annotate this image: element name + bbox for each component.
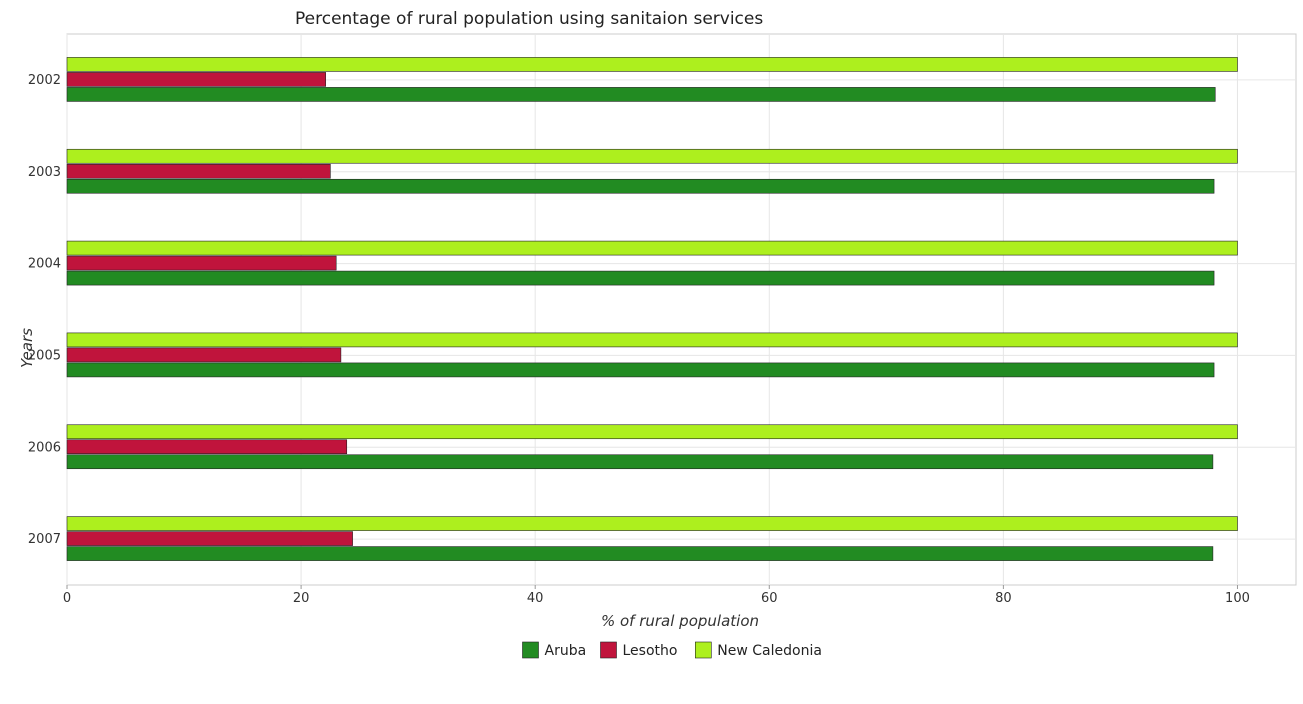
- legend-swatch-lesotho: [600, 641, 617, 659]
- bar-lesotho-2006: [66, 439, 348, 455]
- bar-aruba-2007: [66, 546, 1214, 561]
- x-tick-label: 80: [995, 591, 1012, 606]
- axes-layer: 0 20 40 60 80 100 2002 2003 2004 2005 2006 2007: [28, 73, 1250, 606]
- y-tick-label: 2007: [28, 532, 61, 547]
- x-tick-label: 100: [1225, 591, 1250, 606]
- y-tick-label: 2006: [28, 440, 61, 455]
- bar-new-caledonia-2003: [66, 148, 1238, 164]
- bar-aruba-2003: [66, 178, 1215, 194]
- x-tick-label: 60: [761, 591, 778, 606]
- bar-lesotho-2007: [66, 531, 353, 546]
- x-tick-label: 20: [293, 591, 310, 606]
- y-tick-label: 2002: [28, 73, 61, 88]
- x-tick-label: 0: [63, 591, 71, 606]
- grid-layer: [66, 33, 1297, 586]
- bar-lesotho-2004: [66, 255, 337, 271]
- x-axis-label: % of rural population: [601, 612, 759, 630]
- y-tick-label: 2004: [28, 257, 61, 272]
- bar-new-caledonia-2002: [66, 57, 1238, 72]
- legend-label-aruba: Aruba: [545, 643, 587, 659]
- bar-new-caledonia-2006: [66, 424, 1238, 440]
- legend-swatch-aruba: [522, 641, 539, 659]
- x-tick-label: 40: [527, 591, 544, 606]
- bar-aruba-2004: [66, 270, 1215, 286]
- bars-layer: [66, 57, 1238, 561]
- legend: Aruba Lesotho New Caledonia: [522, 641, 822, 659]
- legend-swatch-new-caledonia: [694, 641, 712, 659]
- bar-new-caledonia-2004: [66, 240, 1238, 256]
- y-tick-label: 2003: [28, 165, 61, 180]
- chart-title: Percentage of rural population using san…: [295, 9, 763, 29]
- bar-lesotho-2005: [66, 347, 342, 363]
- bar-aruba-2005: [66, 362, 1215, 378]
- bar-new-caledonia-2007: [66, 516, 1238, 531]
- bar-lesotho-2002: [66, 72, 326, 87]
- bar-lesotho-2003: [66, 163, 331, 179]
- plot-frame: [66, 33, 1297, 586]
- y-axis-label: Years: [18, 328, 36, 368]
- bar-aruba-2006: [66, 454, 1214, 470]
- legend-label-new-caledonia: New Caledonia: [717, 643, 822, 659]
- y-tick-label: 2005: [28, 348, 61, 363]
- legend-label-lesotho: Lesotho: [623, 643, 678, 659]
- bar-new-caledonia-2005: [66, 332, 1238, 348]
- bar-aruba-2002: [66, 87, 1216, 102]
